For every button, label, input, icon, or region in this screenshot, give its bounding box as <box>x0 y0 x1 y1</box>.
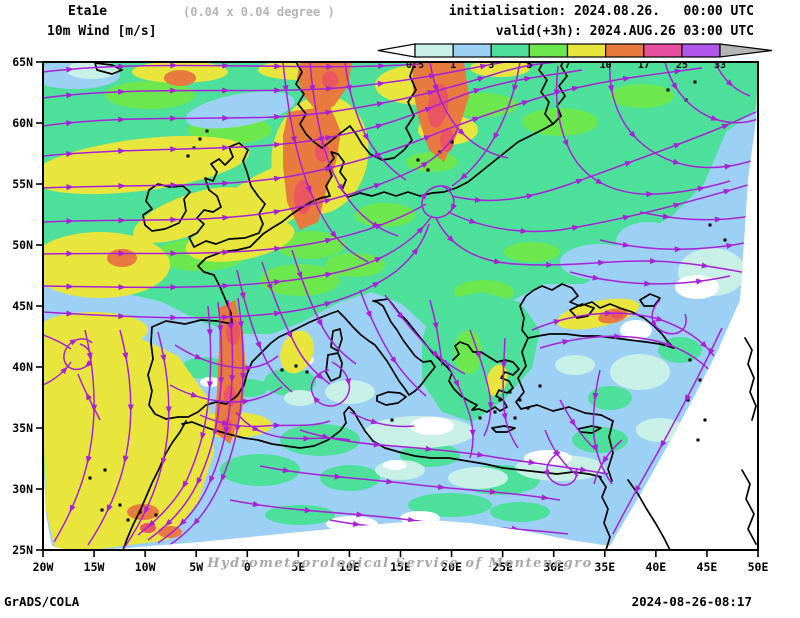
svg-text:40N: 40N <box>12 360 33 374</box>
svg-text:25: 25 <box>676 60 688 71</box>
axis-labels: 20W 15W 10W 5W 0 5E 10E 15E 20E 25E 30E 35E 40E 45E 50… <box>12 55 768 574</box>
svg-text:0.5: 0.5 <box>406 60 424 71</box>
svg-text:50E: 50E <box>748 560 769 574</box>
svg-text:60N: 60N <box>12 116 33 130</box>
svg-text:33: 33 <box>714 60 726 71</box>
creation-timestamp: 2024-08-26-08:17 <box>631 594 752 609</box>
svg-text:25E: 25E <box>492 560 513 574</box>
svg-text:30N: 30N <box>12 482 33 496</box>
svg-text:55N: 55N <box>12 177 33 191</box>
svg-text:10E: 10E <box>339 560 360 574</box>
resolution-note: (0.04 x 0.04 degree ) <box>183 5 335 19</box>
svg-text:65N: 65N <box>12 55 33 69</box>
svg-text:5E: 5E <box>291 560 305 574</box>
colorbar-over-arrow <box>719 43 773 58</box>
coastlines <box>88 62 757 550</box>
svg-text:3: 3 <box>488 60 494 71</box>
svg-text:35N: 35N <box>12 421 33 435</box>
svg-text:10W: 10W <box>135 560 156 574</box>
svg-text:1: 1 <box>450 60 456 71</box>
svg-text:45N: 45N <box>12 299 33 313</box>
svg-text:5: 5 <box>526 60 532 71</box>
svg-text:25N: 25N <box>12 543 33 557</box>
svg-text:10: 10 <box>600 60 612 71</box>
svg-text:20W: 20W <box>33 560 54 574</box>
grads-credit: GrADS/COLA <box>4 594 80 609</box>
svg-text:17: 17 <box>638 60 650 71</box>
svg-text:50N: 50N <box>12 238 33 252</box>
svg-text:20E: 20E <box>441 560 462 574</box>
wind-speed-field <box>43 62 758 550</box>
colorbar-under-arrow <box>377 43 416 58</box>
svg-text:45E: 45E <box>697 560 718 574</box>
svg-text:30E: 30E <box>543 560 564 574</box>
model-name: Eta1e <box>68 4 108 19</box>
svg-text:15E: 15E <box>390 560 411 574</box>
init-time-label: initialisation: 2024.08.26. 00:00 UTC <box>448 4 754 19</box>
variable-title: 10m Wind [m/s] <box>47 24 157 39</box>
svg-text:40E: 40E <box>645 560 666 574</box>
svg-text:5W: 5W <box>189 560 203 574</box>
svg-text:7: 7 <box>564 60 570 71</box>
svg-text:0: 0 <box>244 560 251 574</box>
colorbar: 0.5 1 3 5 7 10 17 25 33 <box>377 43 773 71</box>
svg-text:35E: 35E <box>594 560 615 574</box>
valid-time-label: valid(+3h): 2024.AUG.26 03:00 UTC <box>495 24 754 39</box>
svg-text:15W: 15W <box>84 560 105 574</box>
